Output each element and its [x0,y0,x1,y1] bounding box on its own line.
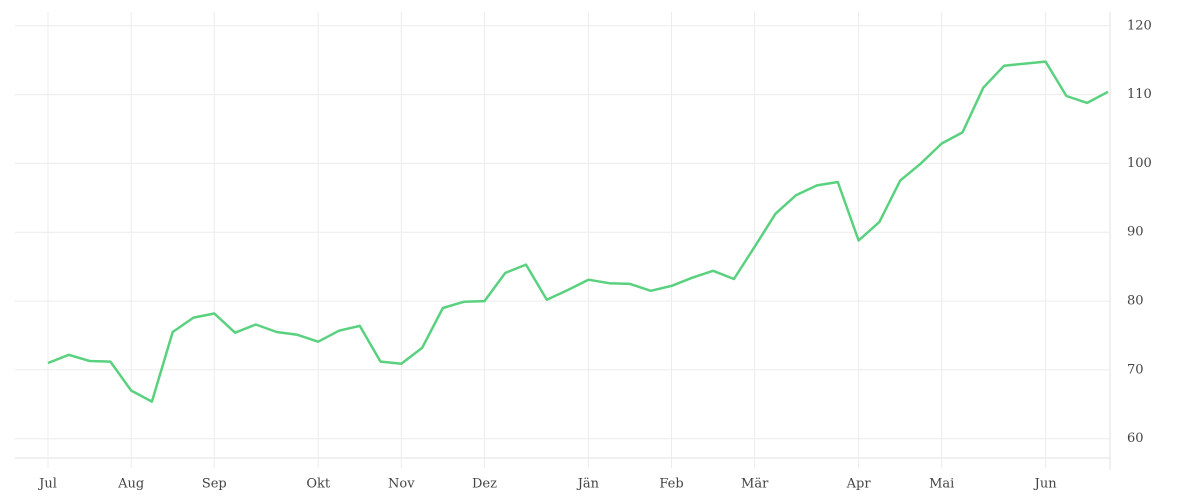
y-tick-label: 90 [1127,225,1144,240]
x-tick-label: Feb [659,477,683,492]
data-line [47,60,1109,403]
x-tick-label: Jän [576,477,600,492]
x-tick-label: Aug [117,477,144,492]
x-tick-label: Apr [846,477,872,492]
y-tick-label: 110 [1127,87,1152,102]
x-tick-label: Mär [741,477,769,492]
x-tick-label: Jul [37,477,57,492]
x-tick-label: Okt [306,477,331,492]
x-tick-label: Nov [388,477,415,492]
y-tick-label: 70 [1127,362,1144,377]
x-tick-label: Sep [202,477,227,492]
y-tick-label: 80 [1127,294,1144,309]
x-tick-label: Jun [1033,477,1058,492]
y-tick-label: 60 [1127,431,1144,446]
x-tick-label: Dez [472,477,497,492]
y-tick-label: 100 [1127,156,1152,171]
y-tick-label: 120 [1127,18,1152,33]
x-tick-label: Mai [929,477,954,492]
